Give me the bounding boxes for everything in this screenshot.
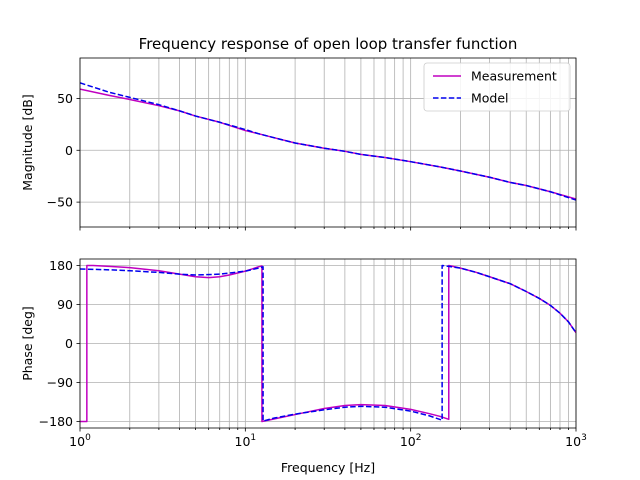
y-tick-label: −180 bbox=[39, 414, 73, 429]
legend: Measurement Model bbox=[423, 62, 571, 112]
x-tick-label: 100 bbox=[69, 433, 91, 449]
chart-title: Frequency response of open loop transfer… bbox=[139, 35, 518, 53]
panel-1: 50 0 −50 Magnitude [dB] Measurement Model bbox=[20, 57, 577, 231]
panel-frame bbox=[79, 57, 577, 228]
series-line-model bbox=[80, 264, 576, 422]
panels: 50 0 −50 Magnitude [dB] Measurement Model 180 9… bbox=[20, 57, 587, 449]
series-group bbox=[80, 264, 576, 423]
y-tick-label: 90 bbox=[57, 297, 73, 312]
y-tick-label: 0 bbox=[65, 143, 73, 158]
y-axis-label: Phase [deg] bbox=[20, 306, 35, 381]
panel-2: 180 90 0 −90 −180 Phase [deg] 100 101 102 103 bbox=[20, 258, 587, 449]
panel-frame bbox=[79, 258, 577, 429]
x-axis-label: Frequency [Hz] bbox=[281, 460, 375, 475]
series-group bbox=[80, 82, 576, 201]
y-tick-label: −50 bbox=[47, 195, 73, 210]
legend-label-model: Model bbox=[471, 91, 509, 106]
x-tick-label: 101 bbox=[235, 433, 257, 449]
y-tick-label: 0 bbox=[65, 336, 73, 351]
y-axis-label: Magnitude [dB] bbox=[20, 94, 35, 190]
x-tick-label: 103 bbox=[565, 433, 587, 449]
legend-label-measurement: Measurement bbox=[471, 69, 557, 84]
y-tick-label: 180 bbox=[49, 258, 73, 273]
series-line-model bbox=[80, 82, 576, 201]
y-tick-label: −90 bbox=[47, 375, 73, 390]
x-tick-label: 102 bbox=[400, 433, 422, 449]
y-tick-label: 50 bbox=[57, 91, 73, 106]
legend-box bbox=[423, 62, 571, 112]
